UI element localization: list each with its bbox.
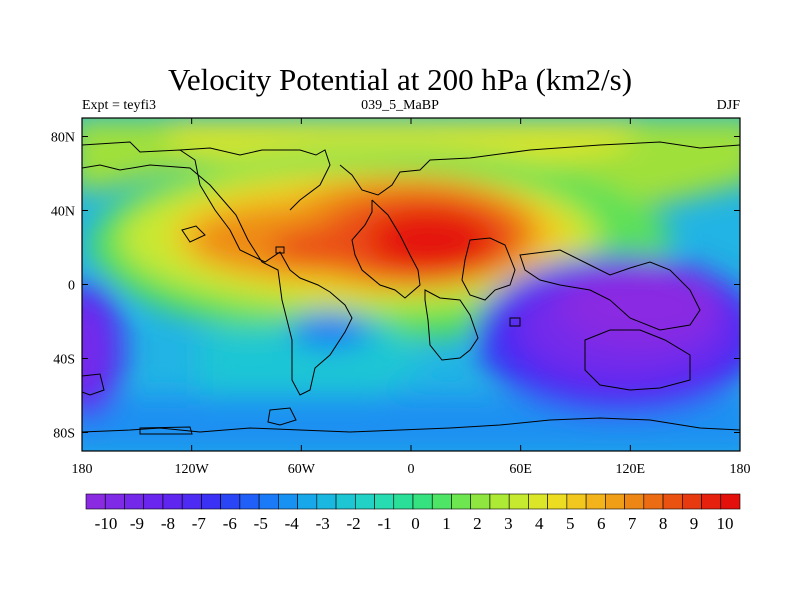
colorbar-swatch (681, 493, 702, 510)
colorbar-label: -9 (130, 514, 144, 533)
colorbar-swatch (258, 493, 279, 510)
colorbar-swatch (104, 493, 125, 510)
colorbar-swatch (162, 493, 183, 510)
colorbar-label: 3 (504, 514, 513, 533)
colorbar-label: -3 (316, 514, 330, 533)
colorbar-label: -1 (377, 514, 391, 533)
colorbar-swatch (720, 493, 741, 510)
y-tick-label: 80N (51, 131, 75, 146)
velocity-potential-field (82, 118, 740, 451)
colorbar-swatch (316, 493, 337, 510)
colorbar-label: -2 (347, 514, 361, 533)
x-axis: 180 120W 60W 0 60E 120E 180 (72, 118, 751, 477)
y-tick-label: 40S (53, 353, 75, 368)
colorbar-label: -8 (161, 514, 175, 533)
colorbar-label: 2 (473, 514, 482, 533)
colorbar-swatch (643, 493, 664, 510)
colorbar-label: -4 (285, 514, 300, 533)
colorbar-swatch (605, 493, 625, 510)
colorbar-label: 7 (628, 514, 637, 533)
colorbar-label: -6 (223, 514, 237, 533)
x-tick-label: 120W (175, 462, 210, 477)
season-label: DJF (716, 98, 740, 113)
colorbar-swatch (143, 493, 164, 510)
colorbar-swatch (278, 493, 298, 510)
colorbar-swatch (412, 493, 433, 510)
x-tick-label: 120E (616, 462, 646, 477)
colorbar-swatch (528, 493, 548, 510)
colorbar-swatch (451, 493, 472, 510)
y-tick-label: 0 (68, 279, 75, 294)
colorbar-swatch (566, 493, 587, 510)
colorbar-label: 9 (690, 514, 699, 533)
colorbar-swatch (489, 493, 510, 510)
colorbar-swatch (297, 493, 318, 510)
colorbar-swatch (547, 493, 568, 510)
colorbar-swatch (85, 493, 106, 510)
x-tick-label: 60E (509, 462, 532, 477)
experiment-label: Expt = teyfi3 (82, 98, 156, 113)
colorbar-swatch (393, 493, 414, 510)
y-axis: 80N 40N 0 40S 80S (51, 131, 740, 442)
colorbar-swatch (374, 493, 395, 510)
y-tick-label: 40N (51, 205, 75, 220)
colorbar-label: 8 (659, 514, 668, 533)
colorbar-label: 6 (597, 514, 606, 533)
colorbar-swatch (431, 493, 452, 510)
chart-title: Velocity Potential at 200 hPa (km2/s) (167, 62, 633, 97)
x-tick-label: 180 (72, 462, 93, 477)
colorbar-label: -5 (254, 514, 268, 533)
y-tick-label: 80S (53, 427, 75, 442)
colorbar-swatch (354, 493, 375, 510)
colorbar-swatch (239, 493, 260, 510)
colorbar-swatch (470, 493, 491, 510)
colorbar-swatch (335, 493, 356, 510)
colorbar: -10 -9 -8 -7 -6 -5 -4 -3 -2 -1 0 1 2 3 4 5 6 7 8 9 10 (85, 493, 741, 533)
colorbar-swatch (508, 493, 529, 510)
colorbar-label: 4 (535, 514, 544, 533)
x-tick-label: 60W (288, 462, 316, 477)
x-tick-label: 0 (408, 462, 415, 477)
colorbar-swatch (220, 493, 241, 510)
colorbar-label: 1 (442, 514, 451, 533)
colorbar-swatch (662, 493, 683, 510)
colorbar-swatch (201, 493, 221, 510)
colorbar-label: 0 (411, 514, 420, 533)
run-label: 039_5_MaBP (361, 98, 439, 113)
colorbar-label: -10 (95, 514, 118, 533)
colorbar-label: 10 (717, 514, 734, 533)
colorbar-swatch (624, 493, 645, 510)
colorbar-swatch (181, 493, 202, 510)
x-tick-label: 180 (730, 462, 751, 477)
colorbar-label: 5 (566, 514, 575, 533)
colorbar-label: -7 (192, 514, 207, 533)
colorbar-swatch (124, 493, 145, 510)
colorbar-swatch (585, 493, 606, 510)
colorbar-swatch (701, 493, 722, 510)
